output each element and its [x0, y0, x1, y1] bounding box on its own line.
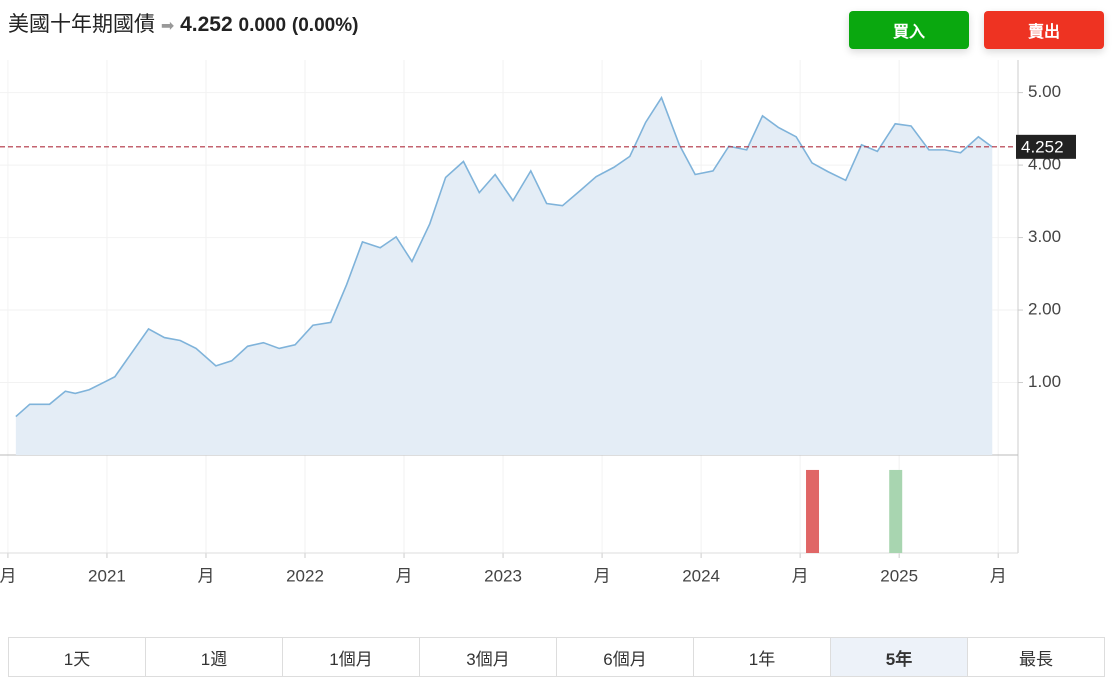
- range-tab[interactable]: 5年: [831, 638, 968, 676]
- header: 美國十年期國債 ➡ 4.252 0.000 (0.00%): [8, 13, 359, 36]
- event-bar: [806, 469, 820, 553]
- x-tick-label: 2023: [484, 566, 522, 585]
- range-tab[interactable]: 最長: [1019, 649, 1053, 669]
- x-tick-label: 2022: [286, 566, 324, 585]
- x-tick-label: 月: [0, 566, 16, 585]
- x-tick-label: 月: [990, 566, 1007, 585]
- y-tick-label: 5.00: [1028, 82, 1061, 101]
- range-tabs: 1天 1週 1個月 3個月 6個月 1年 5年 最長: [8, 637, 1105, 677]
- range-tab[interactable]: 6個月: [557, 638, 694, 676]
- title: 美國十年期國債: [8, 13, 155, 36]
- change: 0.000: [238, 15, 287, 36]
- chart: 月 2021 月 2022 月 2023 月 2024 月 2025 月 1.00 2.00 3.00 4.…: [0, 60, 1076, 585]
- x-tick-label: 月: [594, 566, 611, 585]
- y-tick-label: 4.00: [1028, 155, 1061, 174]
- y-tick-label: 2.00: [1028, 300, 1061, 319]
- area: [15, 97, 993, 455]
- x-tick-label: 月: [792, 566, 809, 585]
- line: [15, 95, 993, 418]
- change-pct: (0.00%): [291, 15, 359, 36]
- sell-button[interactable]: 賣出: [984, 11, 1104, 49]
- y-tick-label: 3.00: [1028, 227, 1061, 246]
- range-tab[interactable]: 1個月: [283, 638, 420, 676]
- x-tick-label: 2024: [682, 566, 720, 585]
- event-bar: [889, 469, 903, 553]
- range-tab[interactable]: 1年: [694, 638, 831, 676]
- price: 4.252: [180, 13, 233, 36]
- last-value-label: 4.252: [1021, 137, 1064, 156]
- x-tick-label: 2025: [880, 566, 918, 585]
- y-tick-label: 1.00: [1028, 372, 1061, 391]
- x-tick-label: 2021: [88, 566, 126, 585]
- range-tab[interactable]: 3個月: [420, 638, 557, 676]
- last-value-box: [1016, 134, 1076, 159]
- buy-button[interactable]: 買入: [849, 11, 969, 49]
- range-tab[interactable]: 1天: [9, 638, 146, 676]
- x-tick-label: 月: [396, 566, 413, 585]
- range-tab[interactable]: 1週: [146, 638, 283, 676]
- x-tick-label: 月: [197, 566, 214, 585]
